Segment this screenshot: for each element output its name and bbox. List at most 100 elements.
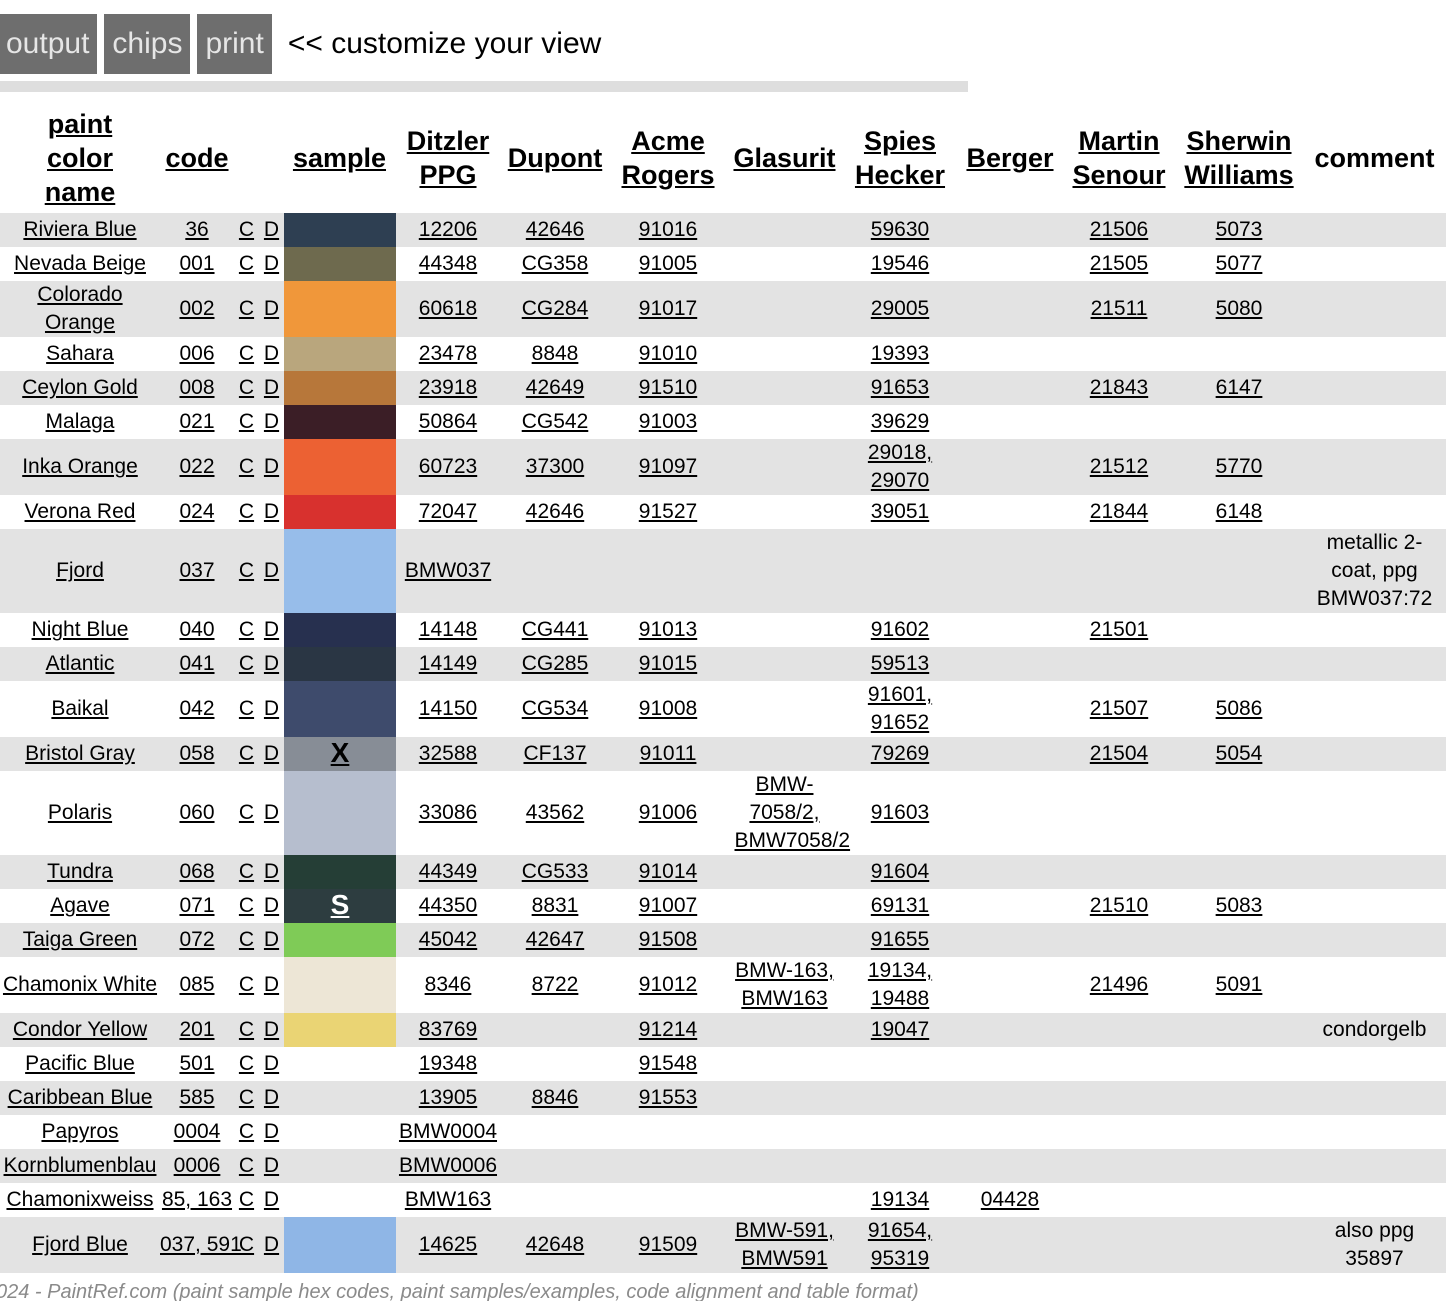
paint-name-link[interactable]: Verona Red <box>24 500 136 523</box>
chip-c-link[interactable]: C <box>238 1086 255 1109</box>
acme-code-link[interactable]: 91510 <box>638 376 698 399</box>
spies-code-link[interactable]: 91602 <box>870 618 930 641</box>
chip-d-link[interactable]: D <box>263 652 280 675</box>
spies-code-link[interactable]: 91604 <box>870 860 930 883</box>
header-martin[interactable]: Martin Senour <box>1063 102 1175 213</box>
ditzler-code-link[interactable]: 14150 <box>418 697 478 720</box>
color-swatch[interactable] <box>284 681 396 737</box>
spies-code-link[interactable]: 79269 <box>870 742 930 765</box>
paint-code-link[interactable]: 201 <box>179 1018 215 1041</box>
paint-code-link[interactable]: 037 <box>179 559 215 582</box>
dupont-code-link[interactable]: CG542 <box>521 410 589 433</box>
acme-code-link[interactable]: 91013 <box>638 618 698 641</box>
martin-code-link[interactable]: 21511 <box>1090 297 1148 320</box>
chip-d-link[interactable]: D <box>263 928 280 951</box>
color-swatch[interactable] <box>284 337 396 371</box>
header-berger[interactable]: Berger <box>957 102 1063 213</box>
chip-d-link[interactable]: D <box>263 742 280 765</box>
sherwin-code-link[interactable]: 5080 <box>1215 297 1263 320</box>
header-sherwin[interactable]: Sherwin Williams <box>1175 102 1303 213</box>
martin-code-link[interactable]: 21507 <box>1089 697 1149 720</box>
martin-code-link[interactable]: 21505 <box>1089 252 1149 275</box>
acme-code-link[interactable]: 91011 <box>639 742 697 765</box>
glasurit-code-link[interactable]: BMW-591, BMW591 <box>735 1219 834 1270</box>
paint-code-link[interactable]: 0006 <box>173 1154 221 1177</box>
dupont-code-link[interactable]: CG285 <box>521 652 589 675</box>
spies-code-link[interactable]: 19546 <box>870 252 930 275</box>
dupont-code-link[interactable]: 42649 <box>525 376 585 399</box>
acme-code-link[interactable]: 91016 <box>638 218 698 241</box>
chip-d-link[interactable]: D <box>263 218 280 241</box>
color-swatch[interactable] <box>284 439 396 495</box>
ditzler-code-link[interactable]: 23478 <box>418 342 478 365</box>
martin-code-link[interactable]: 21510 <box>1089 894 1149 917</box>
acme-code-link[interactable]: 91508 <box>638 928 698 951</box>
ditzler-code-link[interactable]: 14625 <box>418 1233 478 1256</box>
chip-d-link[interactable]: D <box>263 1188 280 1211</box>
chip-d-link[interactable]: D <box>263 1154 280 1177</box>
color-swatch[interactable] <box>284 1217 396 1273</box>
ditzler-code-link[interactable]: 60618 <box>418 297 478 320</box>
color-swatch[interactable] <box>284 1115 396 1149</box>
spies-code-link[interactable]: 69131 <box>870 894 930 917</box>
ditzler-code-link[interactable]: 13905 <box>418 1086 478 1109</box>
paint-name-link[interactable]: Tundra <box>47 860 113 883</box>
paint-code-link[interactable]: 058 <box>179 742 215 765</box>
chip-d-link[interactable]: D <box>263 376 280 399</box>
ditzler-code-link[interactable]: 44349 <box>418 860 478 883</box>
spies-code-link[interactable]: 59513 <box>870 652 930 675</box>
sherwin-code-link[interactable]: 5073 <box>1215 218 1263 241</box>
sherwin-code-link[interactable]: 6147 <box>1215 376 1263 399</box>
color-swatch[interactable] <box>284 371 396 405</box>
color-swatch[interactable] <box>284 529 396 613</box>
header-dupont-link[interactable]: Dupont <box>507 142 603 173</box>
header-dupont[interactable]: Dupont <box>500 102 610 213</box>
paint-name-link[interactable]: Atlantic <box>45 652 115 675</box>
acme-code-link[interactable]: 91006 <box>638 801 698 824</box>
paint-code-link[interactable]: 085 <box>179 973 215 996</box>
output-button[interactable]: output <box>0 14 98 74</box>
chip-c-link[interactable]: C <box>238 218 255 241</box>
print-button[interactable]: print <box>197 14 272 74</box>
paint-code-link[interactable]: 008 <box>179 376 215 399</box>
ditzler-code-link[interactable]: BMW163 <box>404 1188 492 1211</box>
color-swatch[interactable] <box>284 405 396 439</box>
color-swatch[interactable]: S <box>284 889 396 923</box>
header-acme[interactable]: Acme Rogers <box>610 102 726 213</box>
paint-code-link[interactable]: 006 <box>179 342 215 365</box>
paint-code-link[interactable]: 037, 591 <box>160 1233 242 1256</box>
chip-d-link[interactable]: D <box>263 618 280 641</box>
ditzler-code-link[interactable]: BMW0004 <box>398 1120 498 1143</box>
chip-c-link[interactable]: C <box>238 1120 255 1143</box>
color-swatch[interactable] <box>284 1013 396 1047</box>
ditzler-code-link[interactable]: 32588 <box>418 742 478 765</box>
color-swatch[interactable] <box>284 281 396 337</box>
paint-name-link[interactable]: Taiga Green <box>22 928 138 951</box>
spies-code-link[interactable]: 91601, 91652 <box>867 683 933 734</box>
dupont-code-link[interactable]: 8831 <box>531 894 579 917</box>
dupont-code-link[interactable]: 8722 <box>531 973 579 996</box>
dupont-code-link[interactable]: CG441 <box>521 618 589 641</box>
ditzler-code-link[interactable]: 72047 <box>418 500 478 523</box>
color-swatch[interactable] <box>284 1183 396 1217</box>
chip-d-link[interactable]: D <box>263 1120 280 1143</box>
chip-c-link[interactable]: C <box>238 973 255 996</box>
acme-code-link[interactable]: 91214 <box>638 1018 698 1041</box>
paint-name-link[interactable]: Fjord <box>56 559 104 582</box>
paint-code-link[interactable]: 002 <box>179 297 215 320</box>
chip-c-link[interactable]: C <box>238 742 255 765</box>
paint-code-link[interactable]: 042 <box>179 697 215 720</box>
paint-name-link[interactable]: Sahara <box>46 342 114 365</box>
paint-code-link[interactable]: 001 <box>179 252 215 275</box>
paint-name-link[interactable]: Chamonix White <box>2 973 158 996</box>
chip-d-link[interactable]: D <box>263 297 280 320</box>
ditzler-code-link[interactable]: 8346 <box>424 973 472 996</box>
chip-c-link[interactable]: C <box>238 559 255 582</box>
paint-name-link[interactable]: Agave <box>50 894 110 917</box>
dupont-code-link[interactable]: 43562 <box>525 801 585 824</box>
chip-c-link[interactable]: C <box>238 894 255 917</box>
ditzler-code-link[interactable]: 14148 <box>418 618 478 641</box>
ditzler-code-link[interactable]: 14149 <box>418 652 478 675</box>
chip-c-link[interactable]: C <box>238 342 255 365</box>
acme-code-link[interactable]: 91005 <box>638 252 698 275</box>
